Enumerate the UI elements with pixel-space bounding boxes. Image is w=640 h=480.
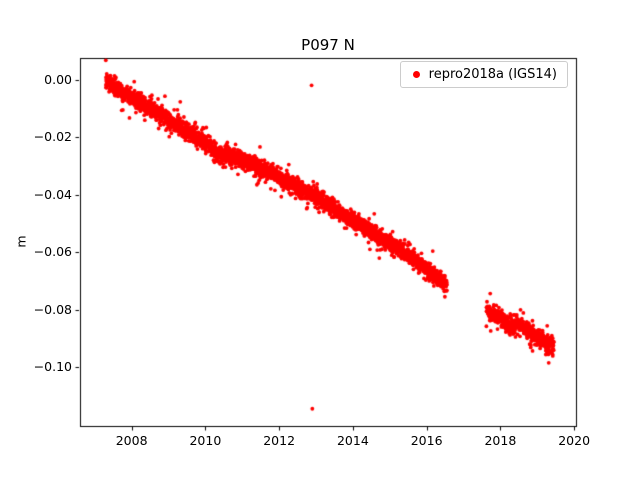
y-tick-label: −0.04 xyxy=(33,186,72,202)
chart-title: P097 N xyxy=(301,36,355,54)
y-axis-label: m xyxy=(13,235,29,248)
x-tick-label: 2016 xyxy=(410,433,443,448)
x-tick-label: 2020 xyxy=(558,433,591,448)
x-tick-label: 2018 xyxy=(484,433,517,448)
y-tick-label: 0.00 xyxy=(44,71,72,87)
x-tick-label: 2008 xyxy=(115,433,148,448)
x-tick-label: 2010 xyxy=(189,433,222,448)
y-tick-label: −0.08 xyxy=(33,301,72,317)
x-tick-label: 2014 xyxy=(336,433,369,448)
y-tick-label: −0.02 xyxy=(33,129,72,145)
y-tick-label: −0.06 xyxy=(33,244,72,260)
legend-label: repro2018a (IGS14) xyxy=(428,67,557,82)
legend-marker-dot-icon xyxy=(412,71,420,78)
y-tick-label: −0.10 xyxy=(33,359,72,375)
x-tick-label: 2012 xyxy=(263,433,296,448)
legend: repro2018a (IGS14) xyxy=(399,61,568,88)
